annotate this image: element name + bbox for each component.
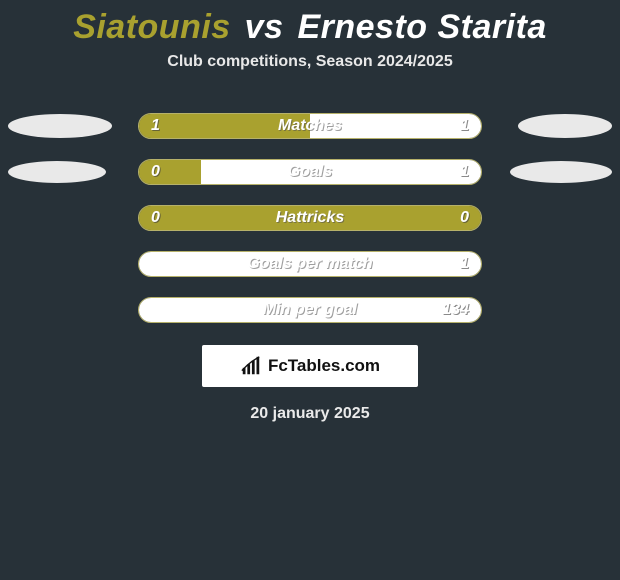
stat-value-left: 0 [139,160,172,184]
player1-name: Siatounis [73,8,231,46]
stat-row: 134Min per goal [0,287,620,333]
stat-bar: 00Hattricks [138,205,482,231]
stat-bar: 01Goals [138,159,482,185]
footer-date: 20 january 2025 [0,405,620,423]
stat-row: 00Hattricks [0,195,620,241]
stat-bar: 1Goals per match [138,251,482,277]
stat-bar: 134Min per goal [138,297,482,323]
stat-bar-fill-right [139,252,481,276]
value-cloud-right [518,114,612,138]
stat-bar-fill-left [139,206,481,230]
value-cloud-right [510,161,612,183]
stat-row: 01Goals [0,149,620,195]
stat-value-left: 1 [139,114,172,138]
value-cloud-left [8,114,112,138]
stat-bar: 11Matches [138,113,482,139]
stat-row: 1Goals per match [0,241,620,287]
stat-value-left [139,298,163,322]
bar-chart-icon [240,355,262,377]
value-cloud-left [8,161,106,183]
player2-name: Ernesto Starita [297,8,546,46]
stat-bar-fill-right [201,160,481,184]
stat-value-left: 0 [139,206,172,230]
comparison-title: Siatounis vs Ernesto Starita [0,0,620,53]
brand-badge: FcTables.com [202,345,418,387]
stat-row: 11Matches [0,103,620,149]
stat-value-right: 134 [430,298,481,322]
stat-value-right: 1 [448,114,481,138]
stats-stage: 11Matches01Goals00Hattricks1Goals per ma… [0,103,620,333]
stat-value-right: 0 [448,206,481,230]
subtitle: Club competitions, Season 2024/2025 [0,53,620,71]
stat-value-right: 1 [448,252,481,276]
stat-value-left [139,252,163,276]
stat-value-right: 1 [448,160,481,184]
vs-label: vs [245,8,284,46]
brand-text: FcTables.com [268,356,380,376]
